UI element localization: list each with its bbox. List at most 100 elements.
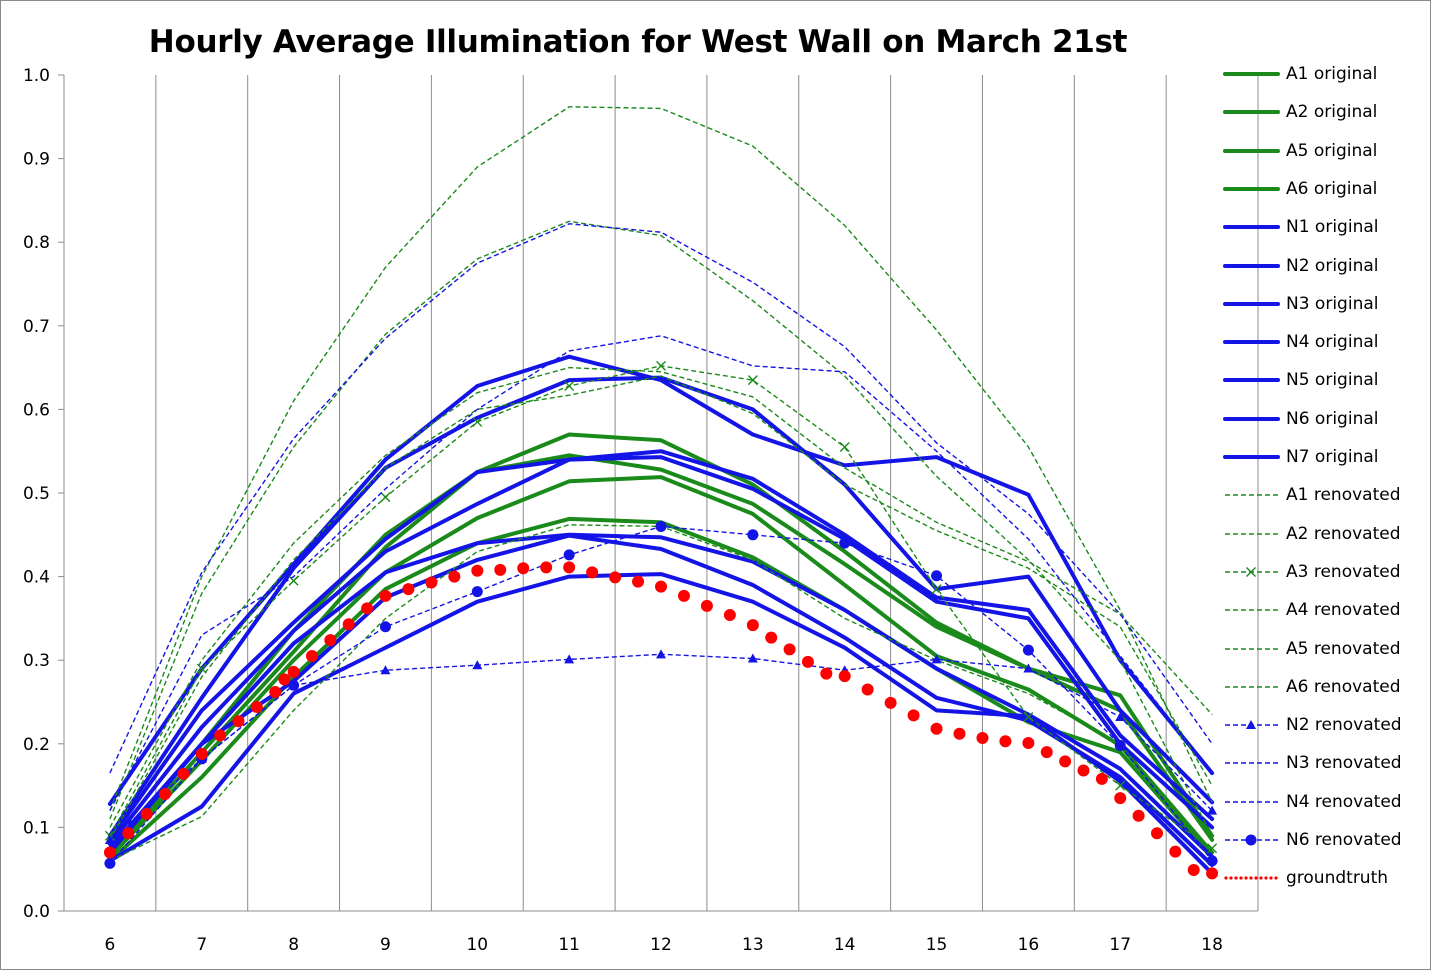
data-point-dot	[1095, 772, 1108, 785]
legend-swatch	[1223, 455, 1280, 459]
data-point-dot	[1187, 864, 1200, 877]
data-point-dot	[1114, 792, 1127, 805]
legend-swatch	[1223, 378, 1280, 383]
data-point-circle	[379, 621, 391, 633]
data-point-triangle	[472, 660, 483, 670]
data-point-triangle	[104, 834, 115, 844]
series-n1-original	[107, 354, 1215, 806]
y-tick-label: 1.0	[23, 66, 50, 86]
legend-item-n4-original: N4 original	[1222, 330, 1378, 354]
legend-swatch	[1225, 834, 1278, 846]
data-point-x	[1023, 712, 1034, 723]
legend-label: N2 renovated	[1286, 715, 1402, 736]
x-tick-label: 9	[380, 935, 391, 955]
series-groundtruth	[103, 561, 1219, 880]
series-line	[107, 354, 1215, 806]
data-point-circle	[839, 537, 851, 549]
legend-item-a1-original: A1 original	[1222, 62, 1377, 86]
data-point-x	[380, 492, 391, 503]
legend-label: A6 original	[1286, 178, 1378, 199]
series-n3-original	[107, 449, 1215, 842]
legend-swatch	[1223, 110, 1280, 115]
legend-item-n2-renovated: N2 renovated	[1222, 713, 1402, 737]
legend-swatch	[1225, 762, 1278, 765]
data-point-dot	[103, 846, 116, 859]
data-point-dot	[820, 667, 833, 680]
data-point-dot	[586, 566, 599, 579]
data-point-circle	[747, 529, 759, 541]
data-point-dot	[801, 655, 814, 668]
series-n4-original	[107, 455, 1215, 847]
legend-swatch	[1223, 225, 1280, 230]
x-tick-label: 6	[105, 935, 116, 955]
data-point-triangle	[1115, 712, 1126, 722]
series-line	[107, 375, 1215, 838]
data-point-dot	[1022, 736, 1035, 749]
legend-item-n3-renovated: N3 renovated	[1222, 751, 1402, 775]
legend-label: N4 original	[1286, 332, 1379, 353]
legend-label: N2 original	[1286, 255, 1379, 276]
data-point-dot	[448, 570, 461, 583]
legend-label: N6 renovated	[1286, 830, 1402, 850]
legend-swatch	[1223, 72, 1280, 76]
data-point-dot	[232, 715, 245, 728]
data-point-dot	[287, 665, 300, 678]
data-point-dot	[540, 561, 553, 574]
series-a5-renovated	[109, 375, 1213, 841]
x-tick-label: 16	[1018, 935, 1040, 955]
data-point-dot	[1132, 809, 1145, 822]
x-tick-label: 10	[466, 935, 488, 955]
legend-swatch	[1225, 532, 1278, 535]
data-point-dot	[494, 563, 507, 576]
data-point-x	[1115, 780, 1126, 791]
data-point-dot	[425, 576, 438, 589]
legend-label: N3 renovated	[1286, 753, 1402, 774]
legend-dot	[1254, 876, 1258, 880]
legend-swatch	[1223, 340, 1280, 345]
data-point-x	[564, 380, 575, 391]
data-point-x	[931, 584, 942, 595]
data-point-dot	[976, 731, 989, 744]
legend-item-groundtruth: groundtruth	[1222, 866, 1388, 890]
data-point-triangle	[564, 654, 575, 664]
data-point-dot	[907, 709, 920, 722]
data-point-x	[1246, 566, 1256, 577]
data-point-dot	[746, 619, 759, 632]
legend-label: A1 renovated	[1286, 485, 1401, 506]
data-point-dot	[563, 561, 576, 574]
x-tick-label: 13	[742, 935, 764, 955]
x-tick-label: 12	[650, 935, 672, 955]
legend-label: A5 renovated	[1286, 638, 1401, 659]
y-tick-label: 0.3	[23, 651, 50, 671]
legend-item-a6-original: A6 original	[1222, 177, 1377, 201]
x-tick-label: 15	[926, 935, 948, 955]
data-point-dot	[402, 583, 415, 596]
data-point-dot	[861, 683, 874, 696]
legend-item-n2-original: N2 original	[1222, 254, 1378, 278]
data-point-dot	[677, 589, 690, 602]
series-line	[107, 475, 1215, 859]
data-point-dot	[269, 685, 282, 698]
series-line	[107, 449, 1215, 842]
legend-label: N1 original	[1286, 217, 1379, 238]
legend-swatch	[1225, 686, 1278, 688]
legend-item-n7-original: N7 original	[1222, 445, 1378, 469]
legend-label: N6 original	[1286, 408, 1379, 429]
series-line	[109, 366, 1213, 828]
data-point-dot	[723, 609, 736, 622]
legend-swatch	[1223, 416, 1280, 421]
legend-item-a2-renovated: A2 renovated	[1222, 522, 1401, 546]
x-tick-label: 11	[558, 935, 580, 955]
legend-item-a1-renovated: A1 renovated	[1222, 483, 1401, 507]
data-point-dot	[884, 696, 897, 709]
legend-label: A2 original	[1286, 102, 1378, 123]
data-point-dot	[471, 564, 484, 577]
data-point-circle	[931, 570, 943, 582]
legend-swatch	[1225, 566, 1278, 577]
data-point-dot	[278, 673, 291, 686]
data-point-triangle	[1207, 805, 1218, 815]
legend-item-n6-renovated: N6 renovated	[1222, 828, 1402, 852]
legend-swatch	[1223, 263, 1280, 268]
series-line	[109, 375, 1213, 841]
legend-dot	[1244, 876, 1248, 880]
